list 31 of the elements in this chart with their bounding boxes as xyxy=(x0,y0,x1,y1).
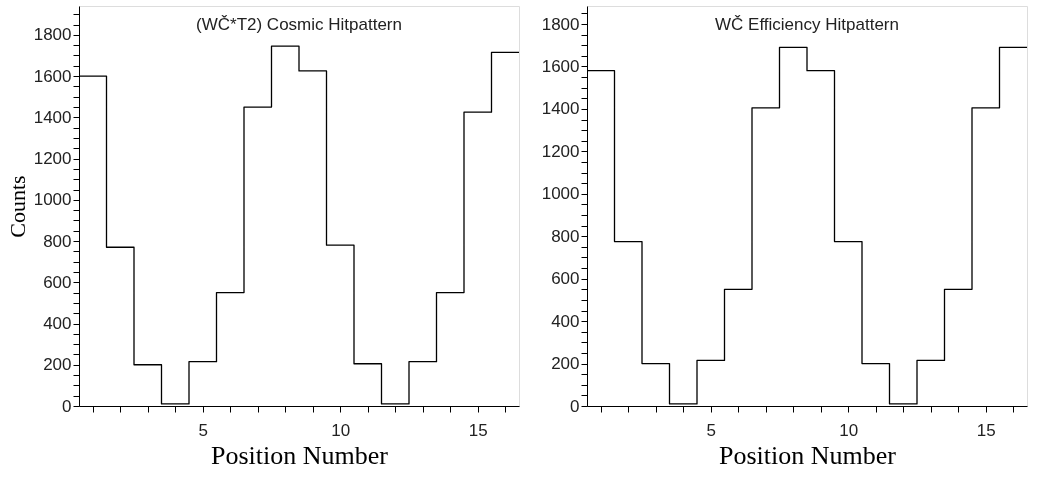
y-tick-label: 800 xyxy=(551,226,580,246)
y-tick-label: 1200 xyxy=(33,149,72,169)
x-tick-label: 10 xyxy=(839,420,859,440)
y-tick-label: 1000 xyxy=(541,184,580,204)
x-axis-title: Position Number xyxy=(719,440,897,470)
y-axis-title: Counts xyxy=(4,175,30,238)
y-tick-label: 0 xyxy=(62,396,72,416)
y-tick-label: 1600 xyxy=(33,66,72,86)
y-tick-label: 1400 xyxy=(541,99,580,119)
y-tick-label: 200 xyxy=(43,355,72,375)
x-axis-title: Position Number xyxy=(211,440,389,470)
y-tick-label: 800 xyxy=(43,231,72,251)
y-tick-label: 1600 xyxy=(541,56,580,76)
x-tick-label: 5 xyxy=(198,420,208,440)
y-tick-label: 400 xyxy=(551,311,580,331)
text: (WČ*T2) Cosmic Hitpattern xyxy=(196,15,402,34)
y-tick-label: 600 xyxy=(43,272,72,292)
x-tick-label: 10 xyxy=(331,420,351,440)
y-tick-label: 0 xyxy=(570,396,580,416)
y-tick-label: 1200 xyxy=(541,141,580,161)
y-tick-label: 200 xyxy=(551,354,580,374)
x-tick-label: 5 xyxy=(706,420,716,440)
y-tick-label: 1000 xyxy=(33,190,72,210)
y-tick-label: 600 xyxy=(551,269,580,289)
y-tick-label: 1800 xyxy=(33,25,72,45)
text: WČ Efficiency Hitpattern xyxy=(715,15,899,34)
y-tick-label: 1400 xyxy=(33,107,72,127)
y-tick-label: 400 xyxy=(43,314,72,334)
x-tick-label: 15 xyxy=(468,420,488,440)
y-tick-label: 1800 xyxy=(541,14,580,34)
x-tick-label: 15 xyxy=(976,420,996,440)
